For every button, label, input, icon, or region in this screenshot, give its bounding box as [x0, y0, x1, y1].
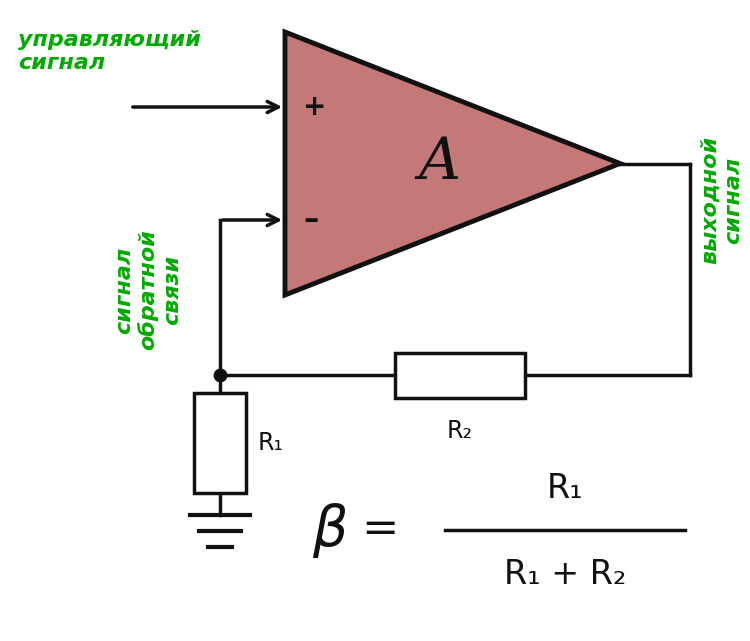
Text: +: + [303, 93, 326, 121]
Text: R₂: R₂ [447, 419, 473, 444]
Text: R₁: R₁ [258, 431, 284, 455]
Text: =: = [362, 508, 399, 551]
Bar [194, 393, 246, 493]
Text: сигнал
обратной
связи: сигнал обратной связи [114, 229, 182, 351]
Text: $\beta$: $\beta$ [312, 501, 348, 560]
Polygon shape [285, 32, 620, 295]
Bar [395, 353, 525, 397]
Text: A: A [419, 135, 461, 191]
Text: управляющий
сигнал: управляющий сигнал [18, 30, 201, 73]
Text: R₁ + R₂: R₁ + R₂ [504, 558, 626, 590]
Text: –: – [303, 206, 318, 235]
Text: R₁: R₁ [547, 472, 584, 504]
Text: выходной
сигнал: выходной сигнал [700, 136, 743, 264]
